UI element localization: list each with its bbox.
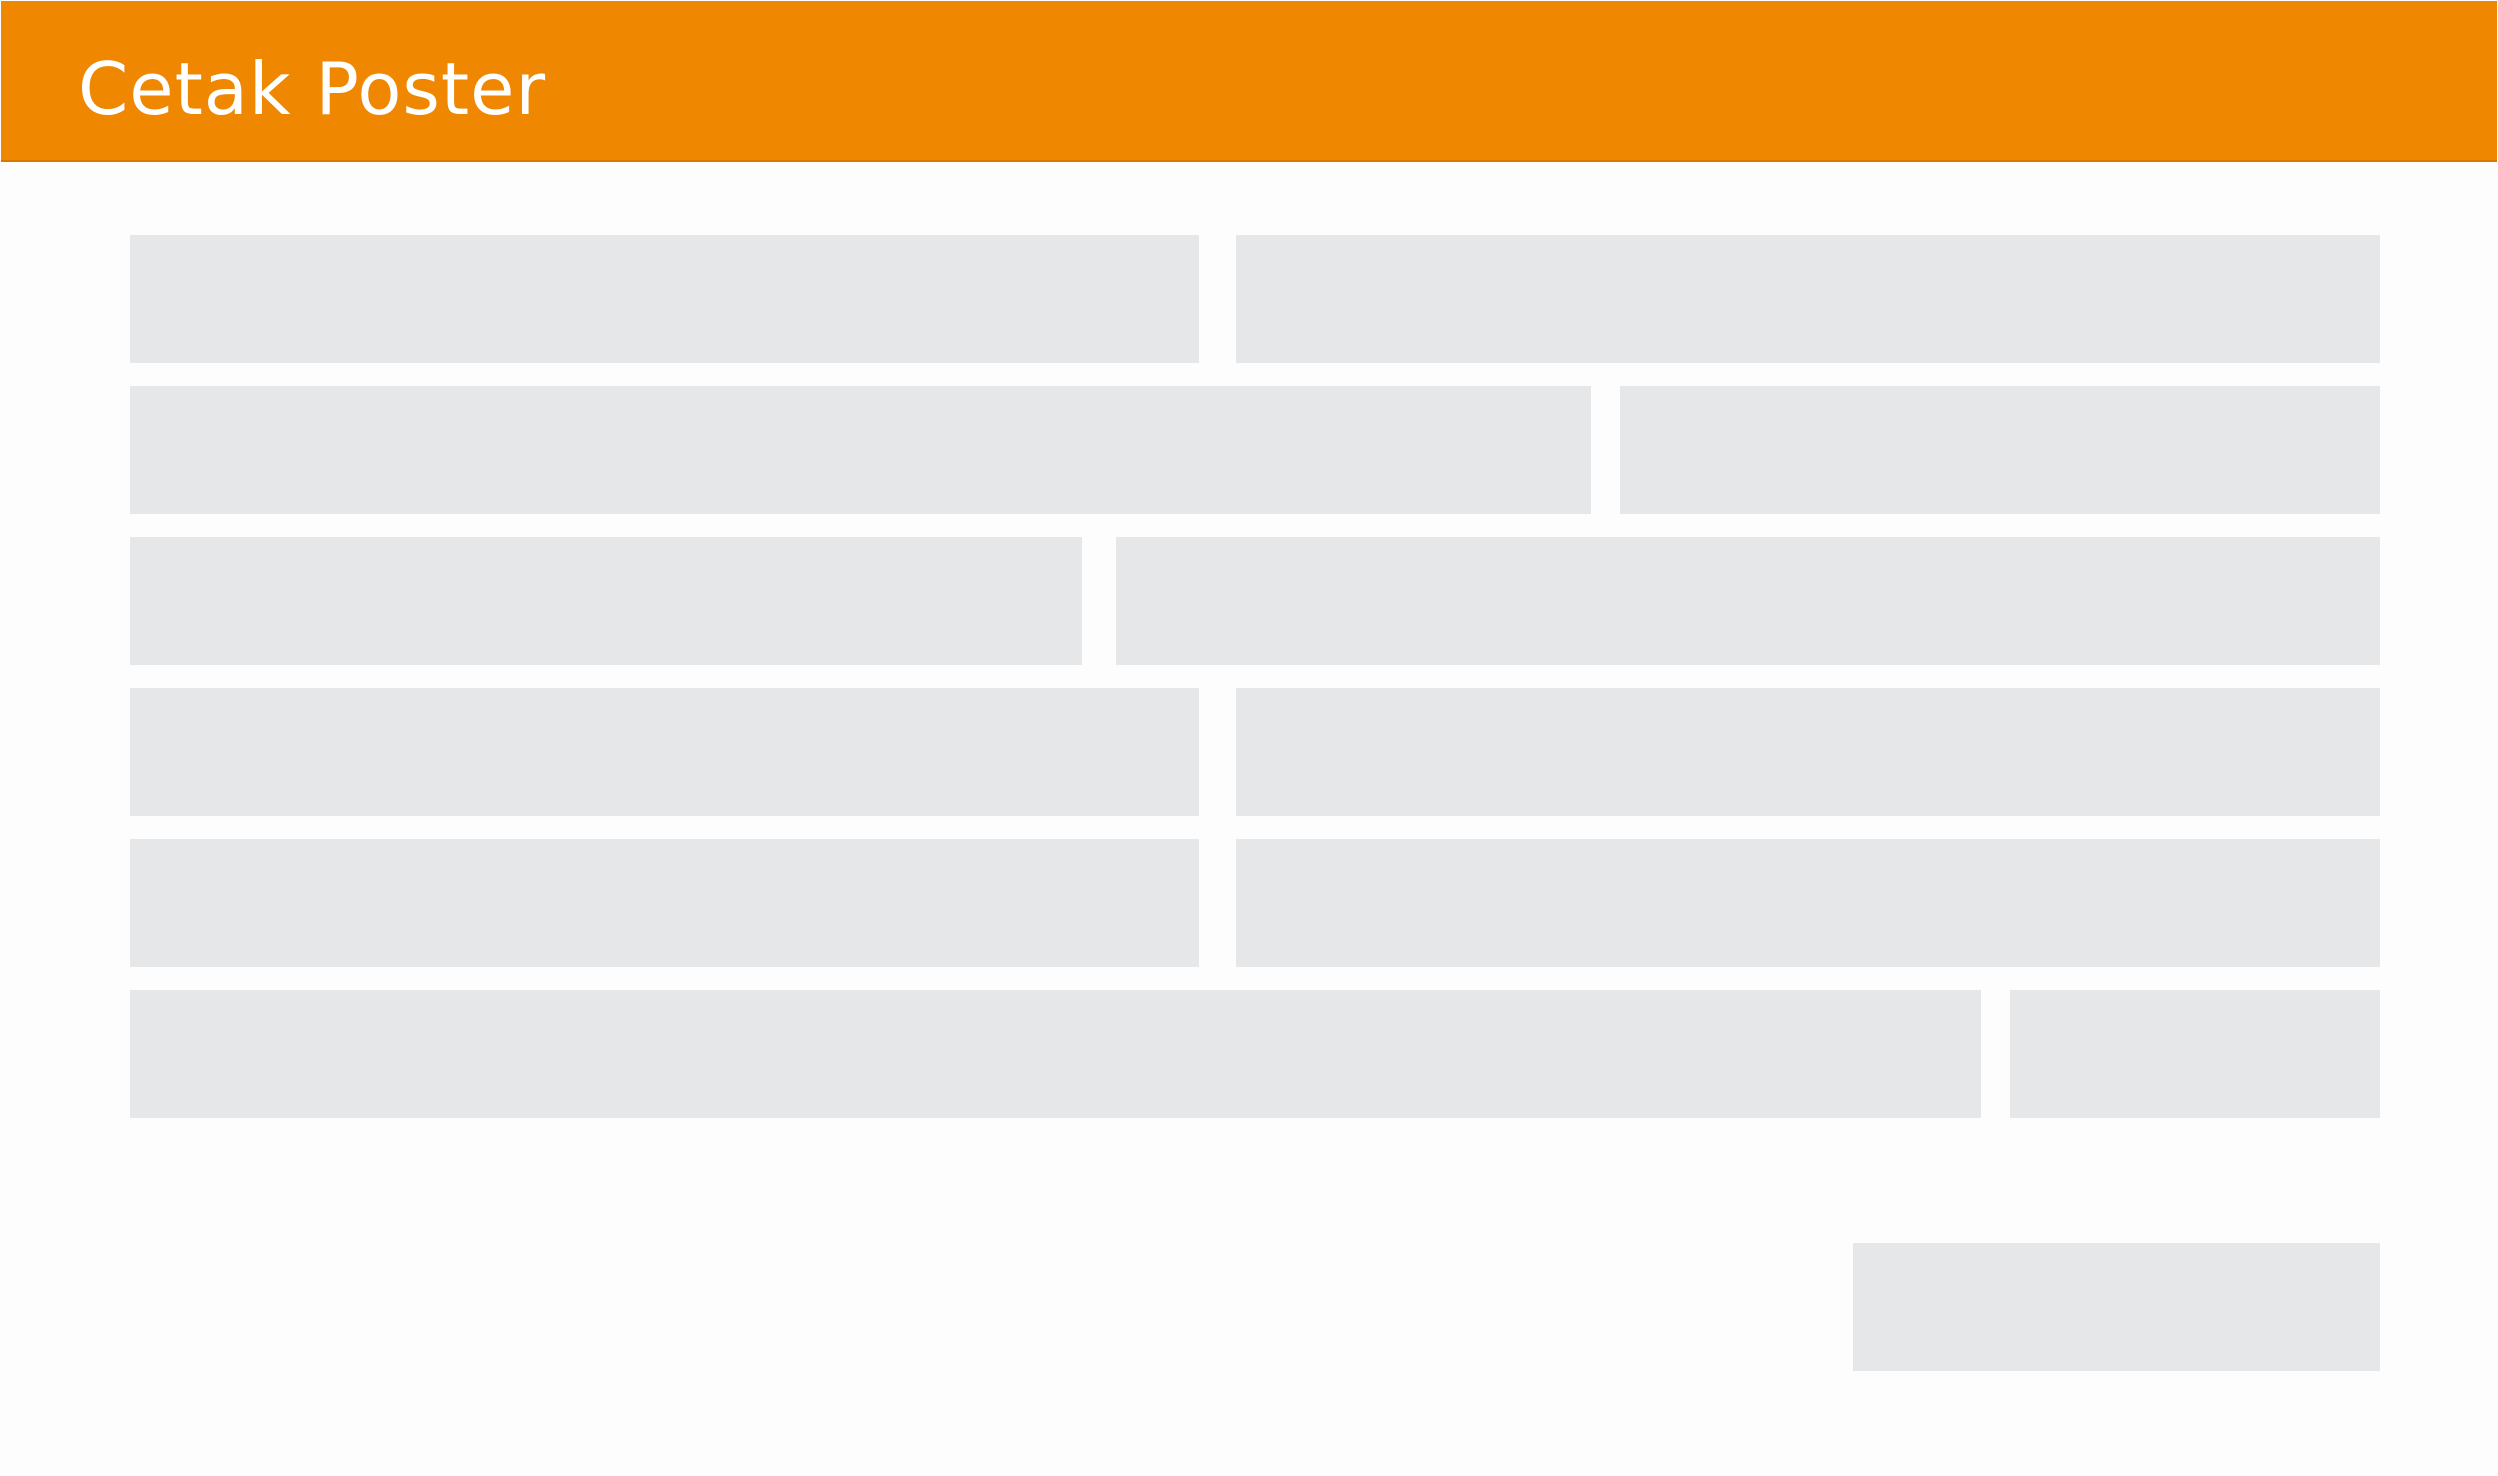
form-field-placeholder-row2-right[interactable] [1620, 386, 2380, 514]
page-title: Cetak Poster [78, 47, 547, 131]
submit-button-placeholder[interactable] [1853, 1243, 2380, 1371]
form-field-placeholder-row1-right[interactable] [1236, 235, 2380, 363]
app-header: Cetak Poster [1, 1, 2497, 162]
form-field-placeholder-row2-left[interactable] [130, 386, 1591, 514]
form-field-placeholder-row5-right[interactable] [1236, 839, 2380, 967]
form-field-placeholder-row6-left[interactable] [130, 990, 1981, 1118]
form-field-placeholder-row4-left[interactable] [130, 688, 1199, 816]
form-field-placeholder-row6-right[interactable] [2010, 990, 2380, 1118]
form-field-placeholder-row3-right[interactable] [1116, 537, 2380, 665]
form-field-placeholder-row1-left[interactable] [130, 235, 1199, 363]
form-field-placeholder-row3-left[interactable] [130, 537, 1082, 665]
form-field-placeholder-row4-right[interactable] [1236, 688, 2380, 816]
form-field-placeholder-row5-left[interactable] [130, 839, 1199, 967]
